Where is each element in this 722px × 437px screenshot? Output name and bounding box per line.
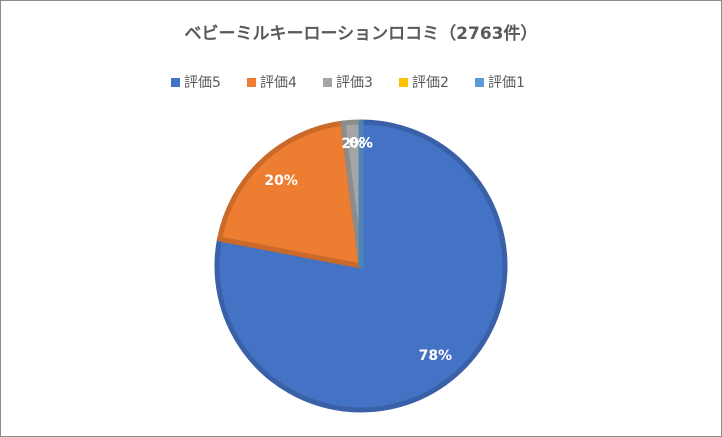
data-label: 20% [264, 173, 298, 189]
data-label: 78% [419, 348, 453, 364]
legend: 評価5 評価4 評価3 評価2 評価1 [171, 75, 525, 91]
legend-label: 評価4 [260, 75, 297, 91]
legend-label: 評価3 [336, 75, 373, 91]
pie [214, 119, 508, 413]
data-label: 0% [349, 136, 373, 152]
data-label: 2% [341, 136, 365, 152]
data-labels: 78%20%2%0%0% [264, 136, 452, 364]
legend-label: 評価2 [412, 75, 449, 91]
pie-slice [217, 120, 364, 269]
data-label: 0% [349, 136, 373, 152]
chart-title: ベビーミルキーローションロコミ（2763件） [185, 23, 538, 44]
legend-swatch [247, 78, 256, 87]
legend-swatch [171, 78, 180, 87]
legend-swatch [323, 78, 332, 87]
legend-swatch [399, 78, 408, 87]
legend-label: 評価5 [184, 75, 221, 91]
legend-swatch [475, 78, 484, 87]
legend-label: 評価1 [488, 75, 525, 91]
